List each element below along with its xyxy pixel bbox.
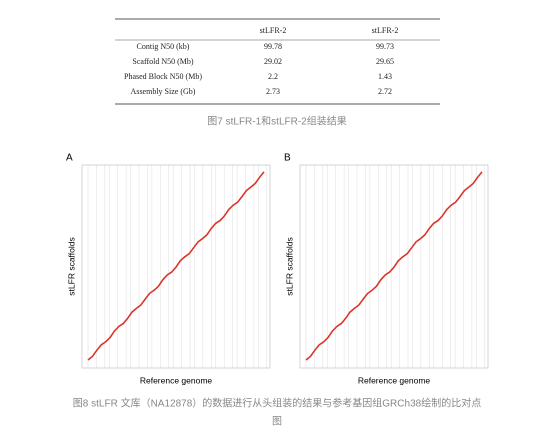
x-axis-label: Reference genome <box>140 375 213 385</box>
y-axis-label: stLFR scaffolds <box>284 237 294 295</box>
table-header: stLFR-2 <box>372 26 399 35</box>
alignment-line <box>87 171 265 361</box>
figure-caption: 图8 stLFR 文库（NA12878）的数据进行从头组装的结果与参考基因组GR… <box>73 397 481 410</box>
figure-caption: 图 <box>272 416 282 428</box>
panel-label: A <box>66 153 73 164</box>
row-label: Phased Block N50 (Mb) <box>124 72 202 81</box>
y-axis-label: stLFR scaffolds <box>66 237 76 295</box>
row-label: Assembly Size (Gb) <box>131 87 196 96</box>
table-caption: 图7 stLFR-1和stLFR-2组装结果 <box>207 115 346 128</box>
cell: 2.72 <box>378 87 392 96</box>
cell: 2.2 <box>268 72 278 81</box>
cell: 29.02 <box>264 57 282 66</box>
table-header: stLFR-2 <box>260 26 287 35</box>
cell: 99.73 <box>376 42 394 51</box>
cell: 2.73 <box>266 87 280 96</box>
row-label: Contig N50 (kb) <box>137 42 190 51</box>
cell: 29.65 <box>376 57 394 66</box>
plot-frame <box>81 164 271 369</box>
cell: 99.78 <box>264 42 282 51</box>
x-axis-label: Reference genome <box>358 375 431 385</box>
cell: 1.43 <box>378 72 392 81</box>
plot-frame <box>299 164 489 369</box>
alignment-line <box>305 171 483 361</box>
panel-label: B <box>284 153 291 164</box>
row-label: Scaffold N50 (Mb) <box>132 57 194 66</box>
